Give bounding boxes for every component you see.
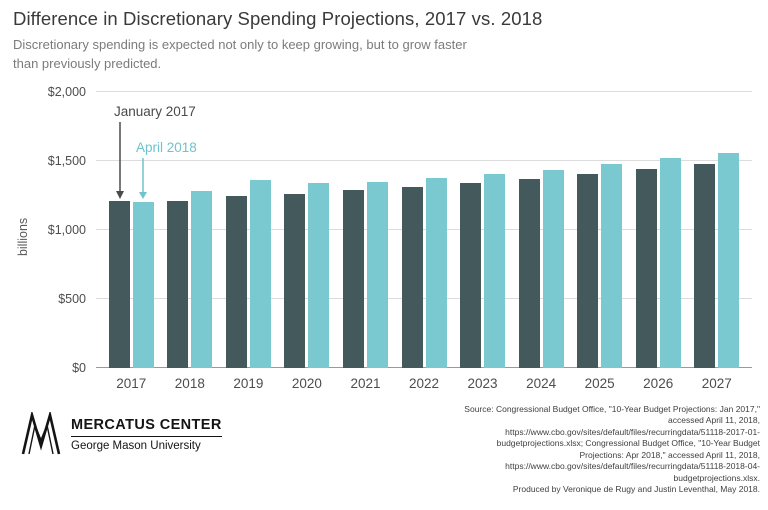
bar-group-2017 bbox=[102, 92, 161, 368]
bar-group-2025 bbox=[570, 92, 629, 368]
bar-2017-january-2017 bbox=[108, 201, 130, 368]
bar-2022-january-2017 bbox=[401, 186, 423, 368]
bar-2018-january-2017 bbox=[167, 201, 189, 368]
bar-2027-january-2017 bbox=[694, 164, 716, 368]
bar-2022-april-2018 bbox=[425, 177, 447, 368]
bar-group-2022 bbox=[395, 92, 454, 368]
bar-group-2021 bbox=[336, 92, 395, 368]
bar-2026-april-2018 bbox=[659, 158, 681, 368]
bar-2024-april-2018 bbox=[542, 169, 564, 368]
y-tick-label-1500: $1,500 bbox=[47, 154, 86, 168]
bar-2027-april-2018 bbox=[718, 153, 740, 368]
x-tick-label-2021: 2021 bbox=[350, 376, 381, 391]
bar-group-2027 bbox=[687, 92, 746, 368]
bar-group-2020 bbox=[278, 92, 337, 368]
bar-2019-january-2017 bbox=[225, 196, 247, 368]
annotation-april-2018: April 2018 bbox=[136, 140, 197, 155]
chart-title: Difference in Discretionary Spending Pro… bbox=[13, 8, 543, 29]
logo-text: MERCATUS CENTER George Mason University bbox=[71, 417, 222, 452]
bar-2020-april-2018 bbox=[308, 183, 330, 368]
y-tick-label-1000: $1,000 bbox=[47, 223, 86, 237]
y-tick-label-2000: $2,000 bbox=[47, 85, 86, 99]
mercatus-logo: MERCATUS CENTER George Mason University bbox=[20, 412, 222, 456]
bars bbox=[96, 92, 752, 368]
x-tick-label-2027: 2027 bbox=[701, 376, 732, 391]
logo-org-name: MERCATUS CENTER bbox=[71, 416, 222, 433]
x-tick-label-2019: 2019 bbox=[233, 376, 264, 391]
bar-2021-january-2017 bbox=[342, 189, 364, 368]
bar-2023-april-2018 bbox=[484, 174, 506, 368]
x-tick-label-2023: 2023 bbox=[467, 376, 498, 391]
chart-subtitle: Discretionary spending is expected not o… bbox=[13, 37, 467, 71]
mercatus-m-icon bbox=[21, 412, 61, 455]
source-note: Source: Congressional Budget Office, "10… bbox=[456, 404, 760, 496]
bar-2025-january-2017 bbox=[577, 174, 599, 368]
gridlines bbox=[96, 91, 752, 368]
bar-2026-january-2017 bbox=[635, 169, 657, 368]
x-tick-label-2020: 2020 bbox=[291, 376, 322, 391]
gridline-1000 bbox=[96, 229, 752, 230]
bar-group-2024 bbox=[512, 92, 571, 368]
bar-2021-april-2018 bbox=[366, 182, 388, 368]
bar-2018-april-2018 bbox=[191, 190, 213, 368]
gridline-2000 bbox=[96, 91, 752, 92]
x-labels: 2017 2018 2019 2020 2021 2022 2023 2024 2025 2026… bbox=[96, 376, 752, 391]
x-tick-label-2024: 2024 bbox=[526, 376, 557, 391]
y-axis: $0 $500 $1,000 $1,500 $2,000 bbox=[0, 85, 86, 375]
bar-2025-april-2018 bbox=[601, 163, 623, 368]
bar-2020-january-2017 bbox=[284, 194, 306, 368]
bar-chart: billions $0 $500 $1,000 $1,500 $2,000 2017 20… bbox=[0, 78, 768, 402]
bar-2023-january-2017 bbox=[460, 183, 482, 368]
bar-group-2023 bbox=[453, 92, 512, 368]
chart-footer: MERCATUS CENTER George Mason University … bbox=[0, 402, 768, 510]
bar-2024-january-2017 bbox=[518, 178, 540, 368]
x-tick-label-2018: 2018 bbox=[174, 376, 205, 391]
bar-group-2026 bbox=[629, 92, 688, 368]
source-text: Source: Congressional Budget Office, "10… bbox=[464, 404, 760, 483]
gridline-0 bbox=[96, 367, 752, 368]
produced-by-text: Produced by Veronique de Rugy and Justin… bbox=[512, 484, 760, 495]
chart-header: Difference in Discretionary Spending Pro… bbox=[13, 8, 756, 74]
bar-2019-april-2018 bbox=[249, 180, 271, 368]
x-tick-label-2026: 2026 bbox=[643, 376, 674, 391]
x-tick-label-2025: 2025 bbox=[584, 376, 615, 391]
y-tick-label-0: $0 bbox=[72, 361, 86, 375]
gridline-500 bbox=[96, 298, 752, 299]
bar-group-2018 bbox=[161, 92, 220, 368]
gridline-1500 bbox=[96, 160, 752, 161]
logo-university-name: George Mason University bbox=[71, 435, 222, 452]
bar-2017-april-2018 bbox=[132, 202, 154, 368]
x-tick-label-2022: 2022 bbox=[408, 376, 440, 391]
y-tick-label-500: $500 bbox=[58, 292, 86, 306]
x-tick-label-2017: 2017 bbox=[116, 376, 147, 391]
bar-group-2019 bbox=[219, 92, 278, 368]
annotation-january-2017: January 2017 bbox=[114, 104, 196, 119]
